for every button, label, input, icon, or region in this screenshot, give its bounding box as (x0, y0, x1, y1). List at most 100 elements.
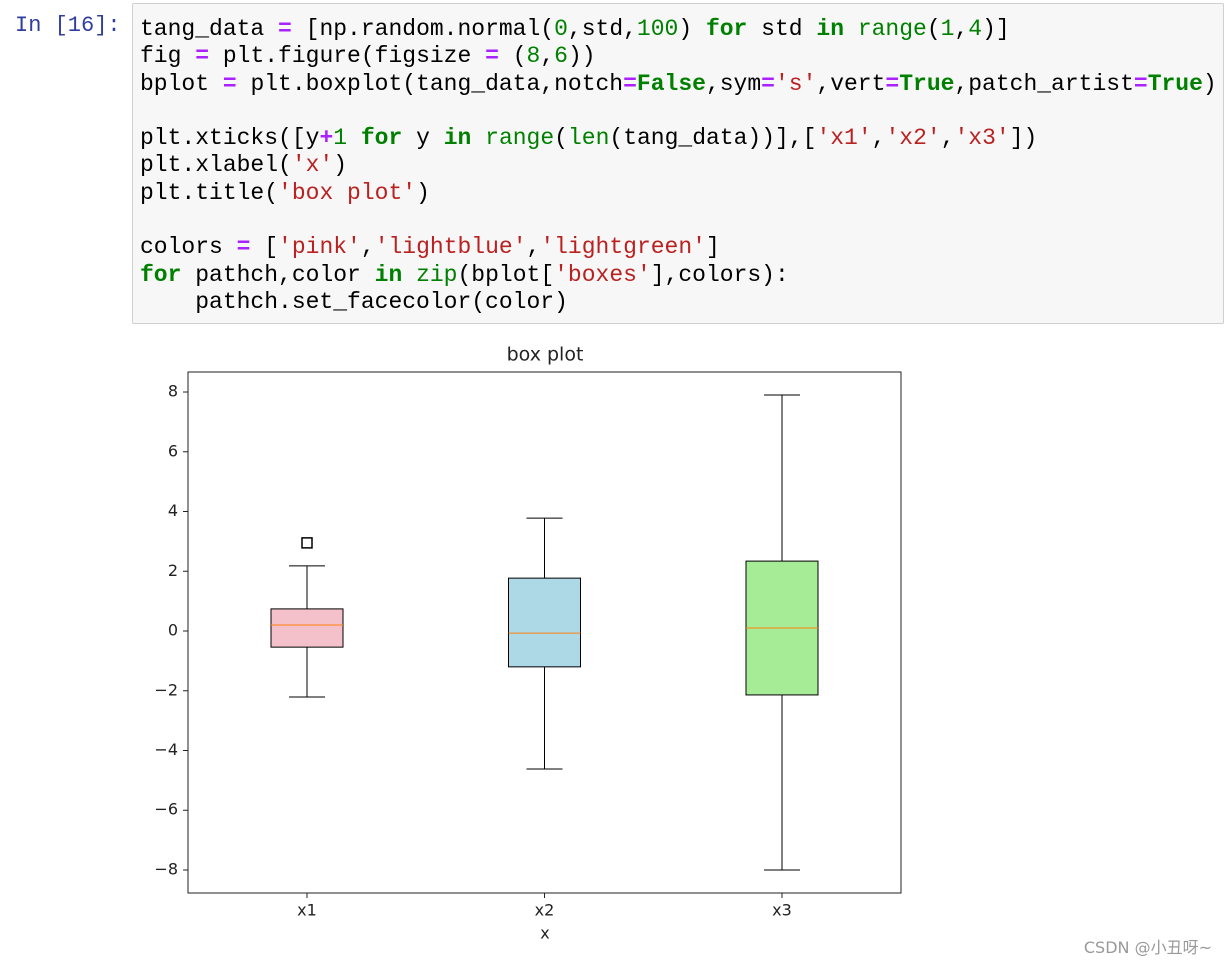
chart-title: box plot (507, 344, 584, 366)
code-token: 6 (554, 43, 568, 70)
box (270, 608, 344, 648)
code-token: plt.figure(figsize (209, 43, 486, 70)
code-token: 1 (940, 16, 955, 42)
code-token: 100 (636, 16, 679, 42)
code-token: bplot (140, 70, 223, 97)
code-token: = (761, 70, 775, 97)
code-token: plt.xlabel( (140, 152, 292, 179)
code-token: ]) (1009, 125, 1038, 152)
code-token: ,patch_artist (954, 70, 1134, 97)
code-token: colors (140, 234, 237, 261)
code-line (140, 207, 1223, 234)
y-tick-label: −4 (154, 740, 178, 759)
code-token: ) (678, 16, 706, 42)
y-tick-label: 2 (168, 561, 178, 580)
code-token: [np.random.normal( (291, 16, 555, 42)
y-tick-label: −2 (154, 680, 178, 699)
code-token: 'x' (291, 152, 334, 179)
code-token: in (374, 261, 403, 288)
y-tick-label: −8 (154, 859, 178, 878)
code-token: pathch,color (181, 261, 375, 288)
code-line: plt.xlabel('x') (140, 152, 1223, 179)
code-token: ) (416, 179, 430, 206)
code-line: plt.xticks([y+1 for y in range(len(tang_… (140, 125, 1223, 152)
x-axis-label: x (540, 924, 549, 943)
code-token: = (485, 43, 499, 70)
code-token: , (526, 234, 541, 261)
code-token: ] (705, 234, 720, 261)
box (508, 577, 581, 668)
code-token: True (1147, 70, 1203, 97)
code-token: = (236, 234, 251, 261)
code-token: 1 (333, 125, 348, 152)
code-token: 'x1' (816, 125, 872, 152)
code-token: range (485, 125, 555, 152)
code-token: 'x3' (954, 125, 1010, 152)
code-token: in (443, 125, 472, 152)
code-token: True (899, 70, 955, 97)
code-token: = (222, 70, 237, 97)
code-token: zip (416, 261, 458, 288)
code-token: std (747, 16, 817, 42)
code-token: , (940, 125, 955, 152)
y-tick-label: 6 (168, 441, 178, 460)
code-token: ) (333, 152, 348, 179)
code-token: = (623, 70, 637, 97)
code-token: 'pink' (278, 234, 361, 261)
code-token: ,sym (705, 70, 762, 97)
code-token: , (954, 16, 969, 42)
code-token: pathch.set_facecolor(color) (140, 288, 568, 315)
code-token: ( (926, 16, 941, 42)
code-token: ,vert (816, 70, 886, 97)
code-cell[interactable]: tang_data = [np.random.normal(0, std, 100)… (132, 3, 1224, 324)
code-token: )) (567, 43, 596, 70)
code-token (347, 125, 361, 151)
code-token (844, 16, 858, 42)
code-token: len (567, 125, 610, 152)
code-token: = (885, 70, 900, 97)
code-token: 'x2' (885, 125, 941, 152)
code-token (402, 262, 416, 288)
code-token: tang_data (140, 16, 279, 42)
code-line: bplot = plt.boxplot(tang_data,notch=Fals… (140, 71, 1223, 98)
code-token: ],colors): (650, 261, 789, 288)
y-tick-label: 0 (168, 621, 178, 640)
code-token: range (857, 16, 927, 42)
code-line: pathch.set_facecolor(color) (140, 289, 1223, 316)
code-token: fig (140, 43, 196, 70)
code-token: y (402, 125, 444, 152)
code-token: 'box plot' (278, 179, 417, 206)
code-line: tang_data = [np.random.normal(0,std,100)… (140, 16, 1223, 43)
code-token: 4 (968, 16, 983, 42)
code-line: for pathch,color in zip(bplot['boxes'],c… (140, 262, 1223, 289)
flier (301, 537, 313, 549)
code-token: [ (250, 234, 279, 261)
code-token: 0 (554, 16, 568, 42)
code-line: colors = ['pink','lightblue','lightgreen… (140, 234, 1223, 261)
watermark: CSDN @小丑呀~ (1083, 938, 1212, 957)
code-token: 'lightblue' (374, 234, 527, 261)
code-token: , (540, 43, 555, 70)
code-token: plt.xticks([y (140, 125, 320, 152)
code-token: ( (554, 125, 568, 152)
code-token: plt.title( (140, 179, 279, 206)
code-token: )] (982, 16, 1010, 42)
code-token: = (278, 16, 292, 42)
code-token: 's' (774, 70, 817, 97)
code-token: (tang_data))],[ (609, 125, 817, 152)
code-token: in (816, 16, 844, 42)
code-token: False (636, 70, 706, 97)
code-token (471, 125, 485, 151)
y-tick-label: 8 (168, 382, 178, 401)
code-token: + (319, 125, 334, 152)
code-token: , (360, 234, 375, 261)
code-token: plt.boxplot(tang_data,notch (236, 70, 624, 97)
y-tick-label: −6 (154, 800, 178, 819)
code-token: for (705, 16, 748, 42)
x-tick-label: x2 (535, 901, 555, 920)
code-token: for (140, 261, 182, 288)
code-token: = (1133, 70, 1148, 97)
x-tick-label: x1 (297, 901, 317, 920)
